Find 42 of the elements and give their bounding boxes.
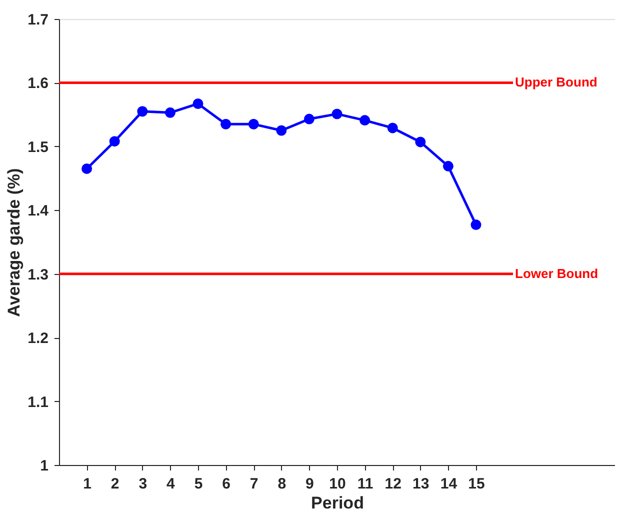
y-axis-title: Average garde (%) xyxy=(4,168,24,317)
point xyxy=(220,118,232,130)
x-axis-title: Period xyxy=(311,494,364,512)
point xyxy=(387,122,398,134)
point xyxy=(442,160,454,172)
x-tick-label: 4 xyxy=(166,476,176,492)
y-tick-label: 1.5 xyxy=(28,138,48,156)
y-tick-label: 1.4 xyxy=(28,202,50,220)
x-tick-label: 10 xyxy=(329,476,346,492)
y-tick-label: 1.6 xyxy=(28,75,48,92)
x-tick-label: 9 xyxy=(306,476,314,492)
x-tick-label: 11 xyxy=(357,476,374,492)
point xyxy=(164,107,176,118)
y-tick-label: 1 xyxy=(40,458,48,474)
point xyxy=(415,136,426,148)
point xyxy=(360,115,370,126)
y-tick-label: 1.2 xyxy=(28,330,48,348)
x-tick-label: 14 xyxy=(440,476,458,492)
y-tick-label: 1.7 xyxy=(28,12,48,28)
x-tick-label: 15 xyxy=(468,476,485,492)
point xyxy=(109,136,120,147)
x-tick-label: 6 xyxy=(222,476,230,492)
x-tick-label: 8 xyxy=(278,476,286,492)
x-tick-label: 3 xyxy=(138,476,148,492)
x-tick-label: 5 xyxy=(194,476,203,492)
y-tick-label: 1.3 xyxy=(28,266,48,284)
ref-line-label: Lower Bound xyxy=(515,266,598,281)
x-tick-label: 2 xyxy=(110,476,120,492)
point xyxy=(248,118,259,130)
point xyxy=(332,108,342,120)
point xyxy=(276,125,287,136)
point xyxy=(82,163,92,174)
y-tick-label: 1.1 xyxy=(28,394,48,411)
ref-line-label: Upper Bound xyxy=(515,74,598,90)
x-tick-label: 12 xyxy=(384,476,402,492)
x-tick-label: 7 xyxy=(250,476,258,492)
point xyxy=(192,98,204,109)
point xyxy=(470,220,482,230)
x-tick-label: 13 xyxy=(412,476,430,492)
x-tick-label: 1 xyxy=(83,476,92,492)
point xyxy=(137,106,148,117)
point xyxy=(304,114,314,124)
